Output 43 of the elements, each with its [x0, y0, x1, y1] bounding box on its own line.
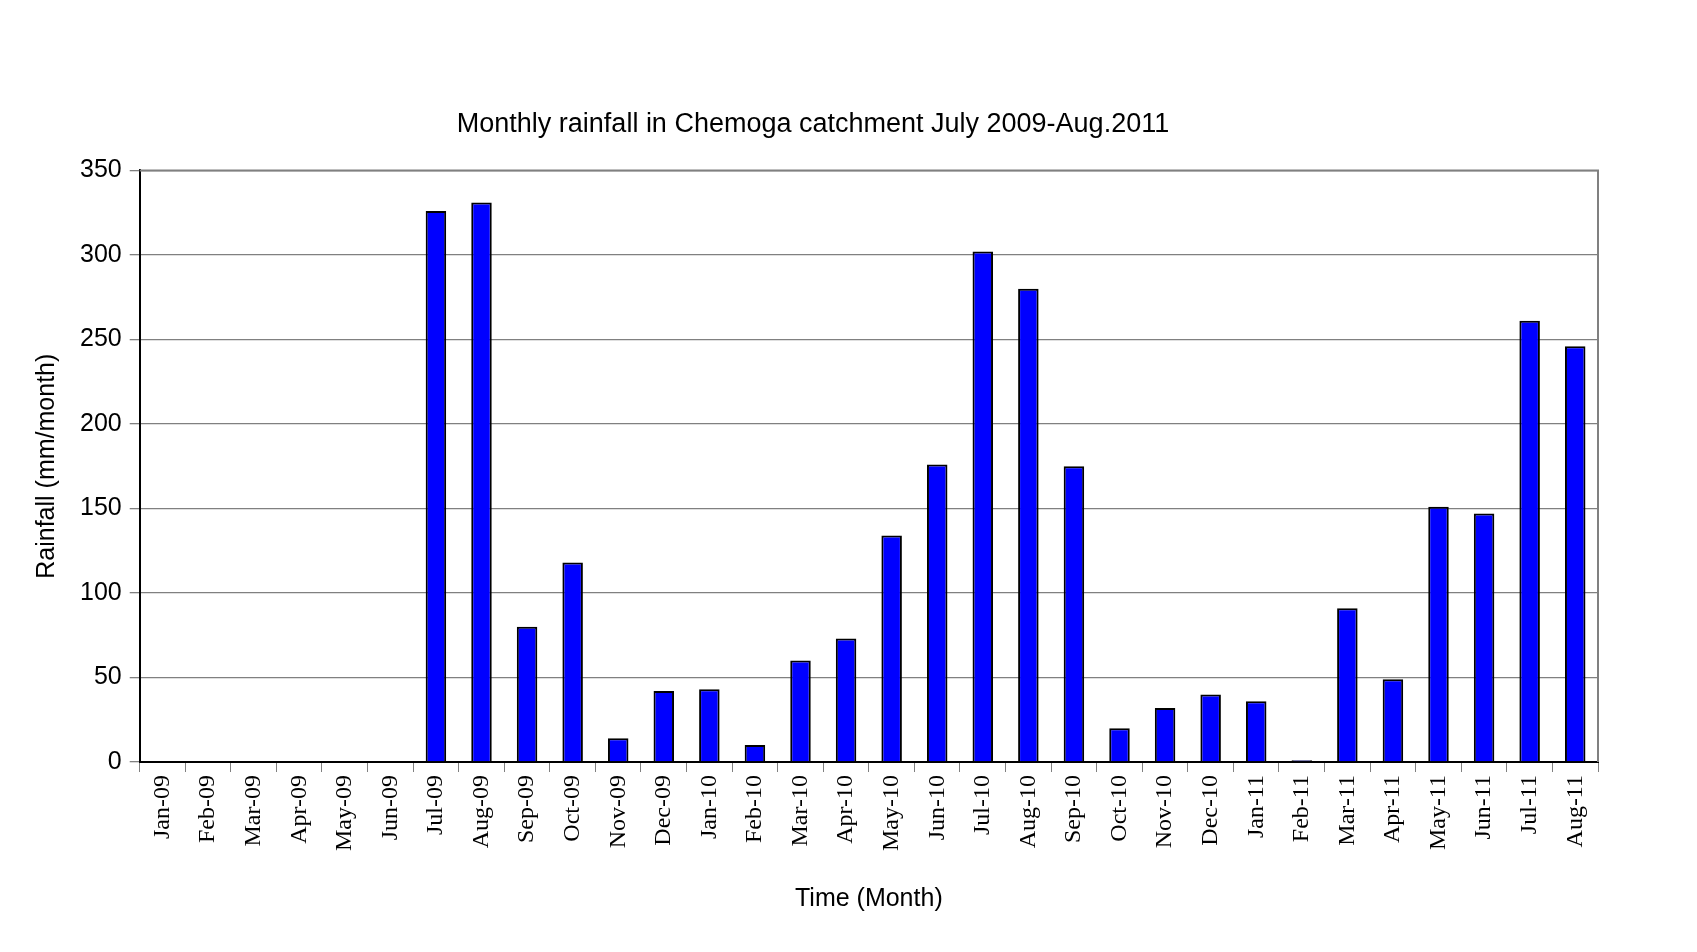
- x-tick-label: Jan-09: [147, 775, 174, 839]
- x-tick-label: Apr-11: [1378, 775, 1405, 843]
- y-tick-label: 200: [79, 407, 122, 436]
- x-tick-label: Feb-11: [1287, 775, 1314, 843]
- x-tick-label: Jul-09: [421, 775, 448, 836]
- x-tick-label: Jul-11: [1514, 775, 1541, 835]
- x-axis-title: Time (Month): [795, 882, 943, 911]
- x-tick-label: Oct-09: [557, 775, 584, 842]
- y-tick-label: 350: [79, 154, 122, 183]
- y-axis-title: Rainfall (mm/month): [30, 353, 59, 579]
- x-tick-label: Nov-09: [603, 775, 630, 849]
- x-tick-label: Mar-11: [1332, 775, 1359, 846]
- x-tick-label: Dec-09: [649, 775, 676, 846]
- y-tick-label: 100: [79, 576, 122, 605]
- x-tick-label: Feb-10: [740, 775, 767, 844]
- x-tick-label: Mar-10: [785, 775, 812, 847]
- x-tick-label: Jun-09: [375, 775, 402, 841]
- x-tick-label: Nov-10: [1150, 775, 1177, 849]
- x-tick-label: May-11: [1423, 775, 1450, 851]
- x-tick-label: May-10: [876, 775, 903, 851]
- x-tick-label: Jul-10: [968, 775, 995, 836]
- y-tick-label: 0: [107, 745, 122, 774]
- y-tick-label: 150: [79, 492, 122, 521]
- x-tick-label: Apr-10: [831, 775, 858, 844]
- x-tick-label: May-09: [330, 775, 357, 851]
- x-tick-label: Aug-09: [466, 775, 493, 849]
- y-tick-label: 50: [93, 661, 122, 690]
- x-tick-label: Jan-11: [1241, 775, 1268, 839]
- x-tick-label: Mar-09: [238, 775, 265, 847]
- x-tick-label: Jun-10: [922, 775, 949, 841]
- x-tick-label: Feb-09: [193, 775, 220, 844]
- x-tick-label: Oct-10: [1104, 775, 1131, 842]
- x-tick-label: Aug-11: [1560, 775, 1587, 848]
- chart-title: Monthly rainfall in Chemoga catchment July 2009-Aug.2011: [456, 107, 1170, 138]
- x-tick-label: Jan-10: [694, 775, 721, 839]
- y-tick-label: 300: [79, 238, 122, 267]
- x-tick-label: Apr-09: [284, 775, 311, 844]
- y-tick-label: 250: [79, 323, 122, 352]
- x-tick-label: Dec-10: [1195, 775, 1222, 846]
- x-tick-label: Sep-09: [512, 775, 539, 844]
- x-tick-label: Aug-10: [1013, 775, 1040, 849]
- x-tick-label: Sep-10: [1059, 775, 1086, 844]
- x-tick-label: Jun-11: [1469, 775, 1496, 840]
